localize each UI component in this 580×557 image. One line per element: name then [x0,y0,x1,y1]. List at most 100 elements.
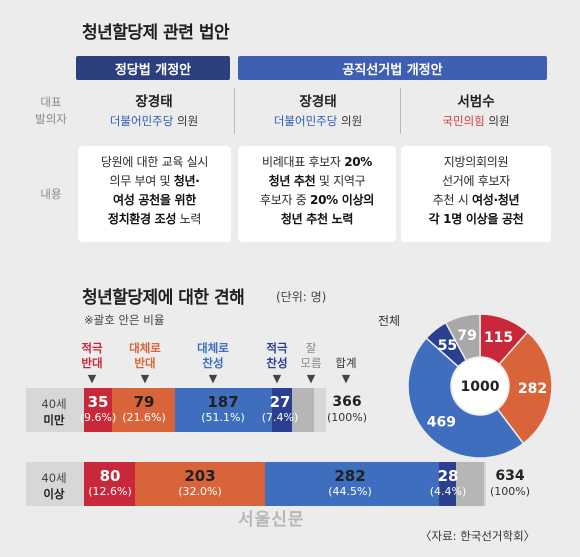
value-label: 282 (44.5%) [328,467,372,498]
bar-segment-dont-know [456,462,484,506]
header-party-act: 정당법 개정안 [76,56,230,80]
content-run: 청년· [173,174,200,188]
bar-segment-strong-oppose [84,462,135,506]
proposer-party: 국민의힘 [442,114,485,128]
content-line: 청년 추천 노력 [244,210,390,229]
header-election-act: 공직선거법 개정안 [238,56,547,80]
category-mild-support: 대체로 찬성 [197,341,229,370]
donut-hole [452,358,508,414]
proposer-2: 서범수 국민의힘 의원 [402,93,550,130]
proposer-name: 장경태 [135,94,173,110]
row-label-proposer: 대표 발의자 [35,95,67,126]
arrow-down-icon: ▼ [87,372,97,385]
overall-donut-chart: 전체 115 282 469 55 79 1000 [374,302,580,462]
content-line: 의무 부여 및 청년· [84,172,225,191]
proposer-party: 더불어민주당 [273,114,338,128]
content-line: 정치환경 조성 노력 [84,210,225,229]
category-strong-support: 적극 찬성 [266,341,288,370]
content-line: 각 1명 이상을 공천 [407,210,545,229]
content-run: 청년 추천 노력 [280,212,354,226]
category-total: 합계 [335,356,357,370]
age-label-under40: 40세 미만 [41,397,67,427]
donut-value-label: 469 [427,415,456,431]
row-label-content: 내용 [40,187,62,201]
content-run: 비례대표 후보자 [261,155,345,169]
content-line: 지방의회의원 [407,153,545,172]
value-label: 80 (12.6%) [88,467,132,498]
proposer-0: 장경태 더불어민주당 의원 [78,93,230,130]
value-label: 203 (32.0%) [178,467,222,498]
bar-segment-mild-support [265,462,439,506]
donut-slice-dont-know [444,313,481,362]
arrow-down-icon: ▼ [140,372,150,385]
donut-total: 1000 [461,379,500,395]
content-run: 후보자 중 [260,193,311,207]
value-label: 35 (9.6%) [79,393,117,424]
donut-label: 전체 [378,314,401,328]
proposer-name: 장경태 [299,94,337,110]
donut-value-label: 79 [457,328,476,344]
content-run: 20% [344,155,373,169]
content-line: 청년 추천 및 지역구 [244,172,390,191]
proposer-name: 서범수 [457,94,495,110]
bar-segment-mild-support [175,388,272,432]
category-dont-know: 잘 모름 [300,341,322,370]
content-run: 20% 이상의 [310,193,374,207]
content-run: 여성 공천을 위한 [113,193,196,207]
donut-slice-mild-oppose [496,330,553,445]
arrow-down-icon: ▼ [208,372,218,385]
bar-segment-mild-oppose [135,462,265,506]
bar-segment-strong-support [272,388,292,432]
opinion-title: 청년할당제에 대한 견해 [82,288,245,308]
category-strong-oppose: 적극 반대 [81,341,103,370]
bar-segment-strong-oppose [84,388,112,432]
content-card-1: 비례대표 후보자 20% 청년 추천 및 지역구 후보자 중 20% 이상의 청년 추… [238,146,396,242]
content-run: 당원에 대한 교육 실시 [100,155,209,169]
row-total: 366 (100%) [326,394,368,424]
divider [400,88,401,134]
content-line: 비례대표 후보자 20% [244,153,390,172]
content-run: 및 지역구 [315,174,366,188]
proposer-party: 더불어민주당 [109,114,174,128]
bar-segment-mild-oppose [112,388,175,432]
content-run: 선거에 후보자 [442,174,510,188]
ratio-note: ※괄호 안은 비율 [84,313,165,327]
content-run: 여성·청년 [472,193,520,207]
content-line: 당원에 대한 교육 실시 [84,153,225,172]
value-label: 27 (7.4%) [261,393,299,424]
unit-note: (단위: 명) [276,290,327,304]
divider [234,88,235,134]
content-run: 추천 시 [432,193,472,207]
value-label: 187 (51.1%) [201,393,245,424]
arrow-down-icon: ▼ [272,372,282,385]
content-line: 여성 공천을 위한 [84,191,225,210]
content-run: 정치환경 조성 [107,212,177,226]
donut-value-label: 282 [518,381,547,397]
source-note: 〈자료: 한국선거학회〉 [420,529,536,543]
age-label-over40: 40세 이상 [41,471,67,501]
donut-value-label: 115 [484,330,513,346]
content-run: 각 1명 이상을 공천 [428,212,524,226]
bills-title: 청년할당제 관련 법안 [82,23,230,43]
arrow-down-icon: ▼ [341,372,351,385]
proposer-1: 장경태 더불어민주당 의원 [238,93,398,130]
bar-segment-dont-know [292,388,314,432]
category-mild-oppose: 대체로 반대 [129,341,161,370]
content-run: 의무 부여 및 [109,174,174,188]
watermark-logo: 서울신문 [238,510,305,530]
content-run: 청년 추천 [268,174,316,188]
content-run: 지방의회의원 [443,155,509,169]
content-text: 비례대표 후보자 20% 청년 추천 및 지역구 후보자 중 20% 이상의 청년 추… [244,153,390,229]
content-line: 선거에 후보자 [407,172,545,191]
content-run: 노력 [176,212,202,226]
bar-segment-strong-support [439,462,456,506]
donut-value-label: 55 [438,338,457,354]
content-line: 추천 시 여성·청년 [407,191,545,210]
bills-section: 청년할당제 관련 법안 정당법 개정안 공직선거법 개정안 대표 발의자 장경태… [0,0,580,255]
row-total: 634 (100%) [489,468,531,498]
